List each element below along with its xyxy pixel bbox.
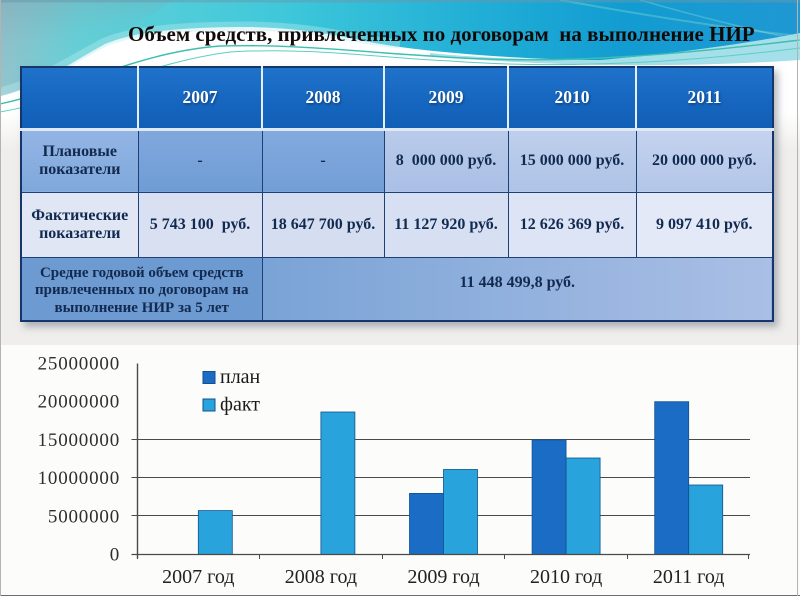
svg-text:план: план (220, 366, 261, 388)
svg-text:25000000: 25000000 (38, 354, 120, 375)
svg-text:2009 год: 2009 год (407, 566, 479, 588)
svg-text:2010 год: 2010 год (530, 566, 602, 588)
svg-text:факт: факт (220, 394, 260, 416)
svg-text:10000000: 10000000 (38, 468, 120, 489)
svg-text:2008 год: 2008 год (285, 566, 357, 588)
svg-text:0: 0 (110, 545, 120, 566)
svg-text:2007 год: 2007 год (162, 566, 234, 588)
svg-text:5000000: 5000000 (48, 506, 120, 527)
svg-text:15000000: 15000000 (38, 430, 120, 451)
svg-text:2011 год: 2011 год (653, 566, 725, 588)
svg-text:20000000: 20000000 (38, 392, 120, 413)
